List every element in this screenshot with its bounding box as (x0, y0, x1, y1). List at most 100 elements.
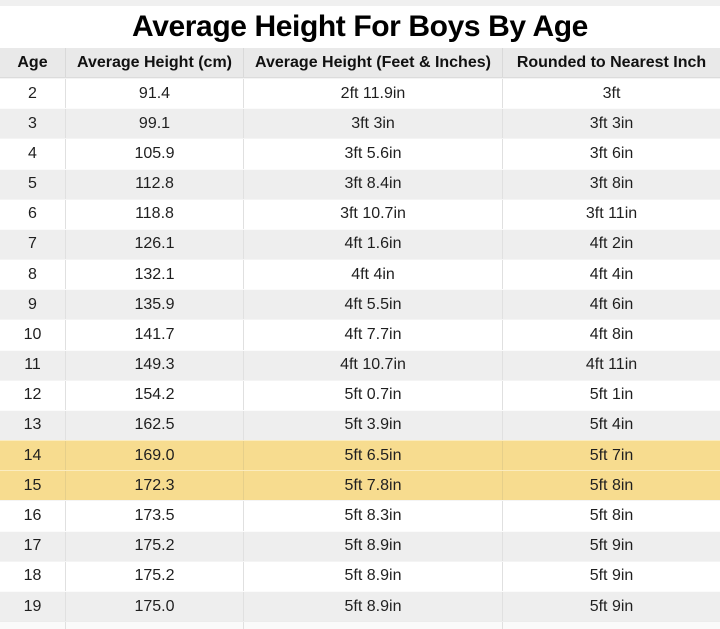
table-row: 17 175.2 5ft 8.9in 5ft 9in (0, 530, 720, 561)
table-row: 6 118.8 3ft 10.7in 3ft 11in (0, 198, 720, 229)
cell-age: 11 (24, 356, 41, 374)
cell-rounded: 5ft 9in (502, 591, 720, 622)
cell-age: 18 (23, 567, 42, 585)
cell-rounded: 5ft 9in (502, 561, 720, 591)
cell-age: 5 (28, 175, 37, 193)
cell-age: 19 (23, 597, 42, 615)
cell-age: 8 (28, 265, 37, 283)
cell-cm: 141.7 (65, 320, 243, 350)
cell-cm: 175.2 (65, 531, 243, 561)
cell-cm: 172.3 (65, 471, 243, 501)
table-row: 10 141.7 4ft 7.7in 4ft 8in (0, 319, 720, 350)
cell-age: 7 (28, 235, 37, 253)
cell-age: 16 (23, 506, 42, 524)
table-row: 15 172.3 5ft 7.8in 5ft 8in (0, 470, 720, 501)
cell-age: 4 (28, 144, 37, 162)
cell-ftin: 3ft 10.7in (243, 199, 502, 229)
cell-ftin: 4ft 10.7in (243, 350, 502, 380)
table-header-row: Age Average Height (cm) Average Height (… (0, 48, 720, 78)
cell-age: 9 (28, 295, 37, 313)
table-row: 14 169.0 5ft 6.5in 5ft 7in (0, 440, 720, 471)
cell-ftin: 4ft 5.5in (243, 290, 502, 320)
cell-cm: 173.5 (65, 501, 243, 531)
cell-cm: 126.1 (65, 229, 243, 260)
cell-ftin: 5ft 7.8in (243, 471, 502, 501)
cell-age: 2 (28, 84, 37, 102)
cell-rounded: 5ft 4in (502, 410, 720, 441)
cell-ftin: 5ft 8.9in (243, 591, 502, 622)
cell-ftin: 3ft 8.4in (243, 169, 502, 199)
table-row: 11 149.3 4ft 10.7in 4ft 11in (0, 349, 720, 380)
cell-age: 17 (23, 537, 42, 555)
cell-cm: 118.8 (65, 199, 243, 229)
column-header-cm: Average Height (cm) (65, 48, 243, 77)
cell-cm: 154.2 (65, 380, 243, 410)
cell-rounded: 3ft 6in (502, 139, 720, 169)
cell-age: 6 (28, 205, 37, 223)
cell-cm: 175.2 (65, 561, 243, 591)
table-row: 19 175.0 5ft 8.9in 5ft 9in (0, 590, 720, 622)
table-row: 13 162.5 5ft 3.9in 5ft 4in (0, 409, 720, 441)
table-row: 16 173.5 5ft 8.3in 5ft 8in (0, 500, 720, 531)
top-strip (0, 0, 720, 6)
cell-cm: 99.1 (65, 109, 243, 139)
cell-rounded: 4ft 2in (502, 229, 720, 260)
cell-ftin: 5ft 6.5in (243, 441, 502, 471)
cell-cm: 149.3 (65, 350, 243, 380)
cell-age: 10 (23, 325, 42, 343)
cell-rounded: 5ft 8in (502, 501, 720, 531)
cell-ftin: 4ft 7.7in (243, 320, 502, 350)
cell-rounded: 4ft 4in (502, 260, 720, 290)
cell-ftin: 4ft 4in (243, 260, 502, 290)
table-row: 8 132.1 4ft 4in 4ft 4in (0, 259, 720, 290)
cell-cm: 169.0 (65, 441, 243, 471)
table-row: 18 175.2 5ft 8.9in 5ft 9in (0, 560, 720, 591)
cell-ftin: 2ft 11.9in (243, 79, 502, 109)
cell-ftin: 5ft 8.3in (243, 501, 502, 531)
cell-cm: 91.4 (65, 79, 243, 109)
table-row: 7 126.1 4ft 1.6in 4ft 2in (0, 228, 720, 260)
table-row: 2 91.4 2ft 11.9in 3ft (0, 78, 720, 109)
cell-cm: 135.9 (65, 290, 243, 320)
cell-rounded: 4ft 11in (502, 350, 720, 380)
cell-ftin: 3ft 3in (243, 109, 502, 139)
table-row: 3 99.1 3ft 3in 3ft 3in (0, 108, 720, 139)
cell-cm: 112.8 (65, 169, 243, 199)
page-title: Average Height For Boys By Age (132, 10, 588, 43)
cell-ftin: 5ft 8.9in (243, 531, 502, 561)
cell-ftin: 5ft 8.9in (243, 561, 502, 591)
cell-rounded: 4ft 8in (502, 320, 720, 350)
cell-age: 13 (23, 416, 42, 434)
cell-cm: 162.5 (65, 410, 243, 441)
cell-rounded: 3ft 3in (502, 109, 720, 139)
column-header-rounded: Rounded to Nearest Inch (502, 48, 720, 77)
cell-age: 15 (23, 476, 42, 494)
cell-ftin: 3ft 5.6in (243, 139, 502, 169)
cell-cm: 175.0 (65, 591, 243, 622)
table-row: 12 154.2 5ft 0.7in 5ft 1in (0, 379, 720, 410)
column-header-age: Age (17, 53, 48, 71)
cell-ftin: 5ft 0.7in (243, 380, 502, 410)
table-row: 9 135.9 4ft 5.5in 4ft 6in (0, 289, 720, 320)
table-row: 5 112.8 3ft 8.4in 3ft 8in (0, 168, 720, 199)
table-body: 2 91.4 2ft 11.9in 3ft 3 99.1 3ft 3in 3ft 3in 4 10… (0, 78, 720, 622)
column-header-ftin: Average Height (Feet & Inches) (243, 48, 502, 77)
cell-ftin: 4ft 1.6in (243, 229, 502, 260)
cell-rounded: 3ft 11in (502, 199, 720, 229)
cell-rounded: 5ft 7in (502, 441, 720, 471)
cell-age: 3 (28, 114, 37, 132)
cell-rounded: 4ft 6in (502, 290, 720, 320)
cell-age: 14 (23, 446, 42, 464)
partial-next-row (0, 621, 720, 629)
title-bar: Average Height For Boys By Age (0, 6, 720, 48)
cell-ftin: 5ft 3.9in (243, 410, 502, 441)
cell-rounded: 5ft 8in (502, 471, 720, 501)
cell-rounded: 5ft 1in (502, 380, 720, 410)
cell-rounded: 3ft (502, 79, 720, 109)
cell-age: 12 (23, 386, 42, 404)
cell-rounded: 5ft 9in (502, 531, 720, 561)
cell-rounded: 3ft 8in (502, 169, 720, 199)
cell-cm: 132.1 (65, 260, 243, 290)
table-row: 4 105.9 3ft 5.6in 3ft 6in (0, 138, 720, 169)
